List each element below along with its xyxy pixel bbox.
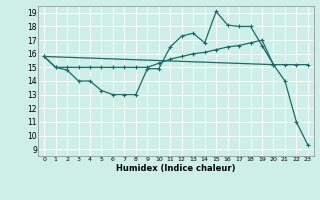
X-axis label: Humidex (Indice chaleur): Humidex (Indice chaleur)	[116, 164, 236, 173]
